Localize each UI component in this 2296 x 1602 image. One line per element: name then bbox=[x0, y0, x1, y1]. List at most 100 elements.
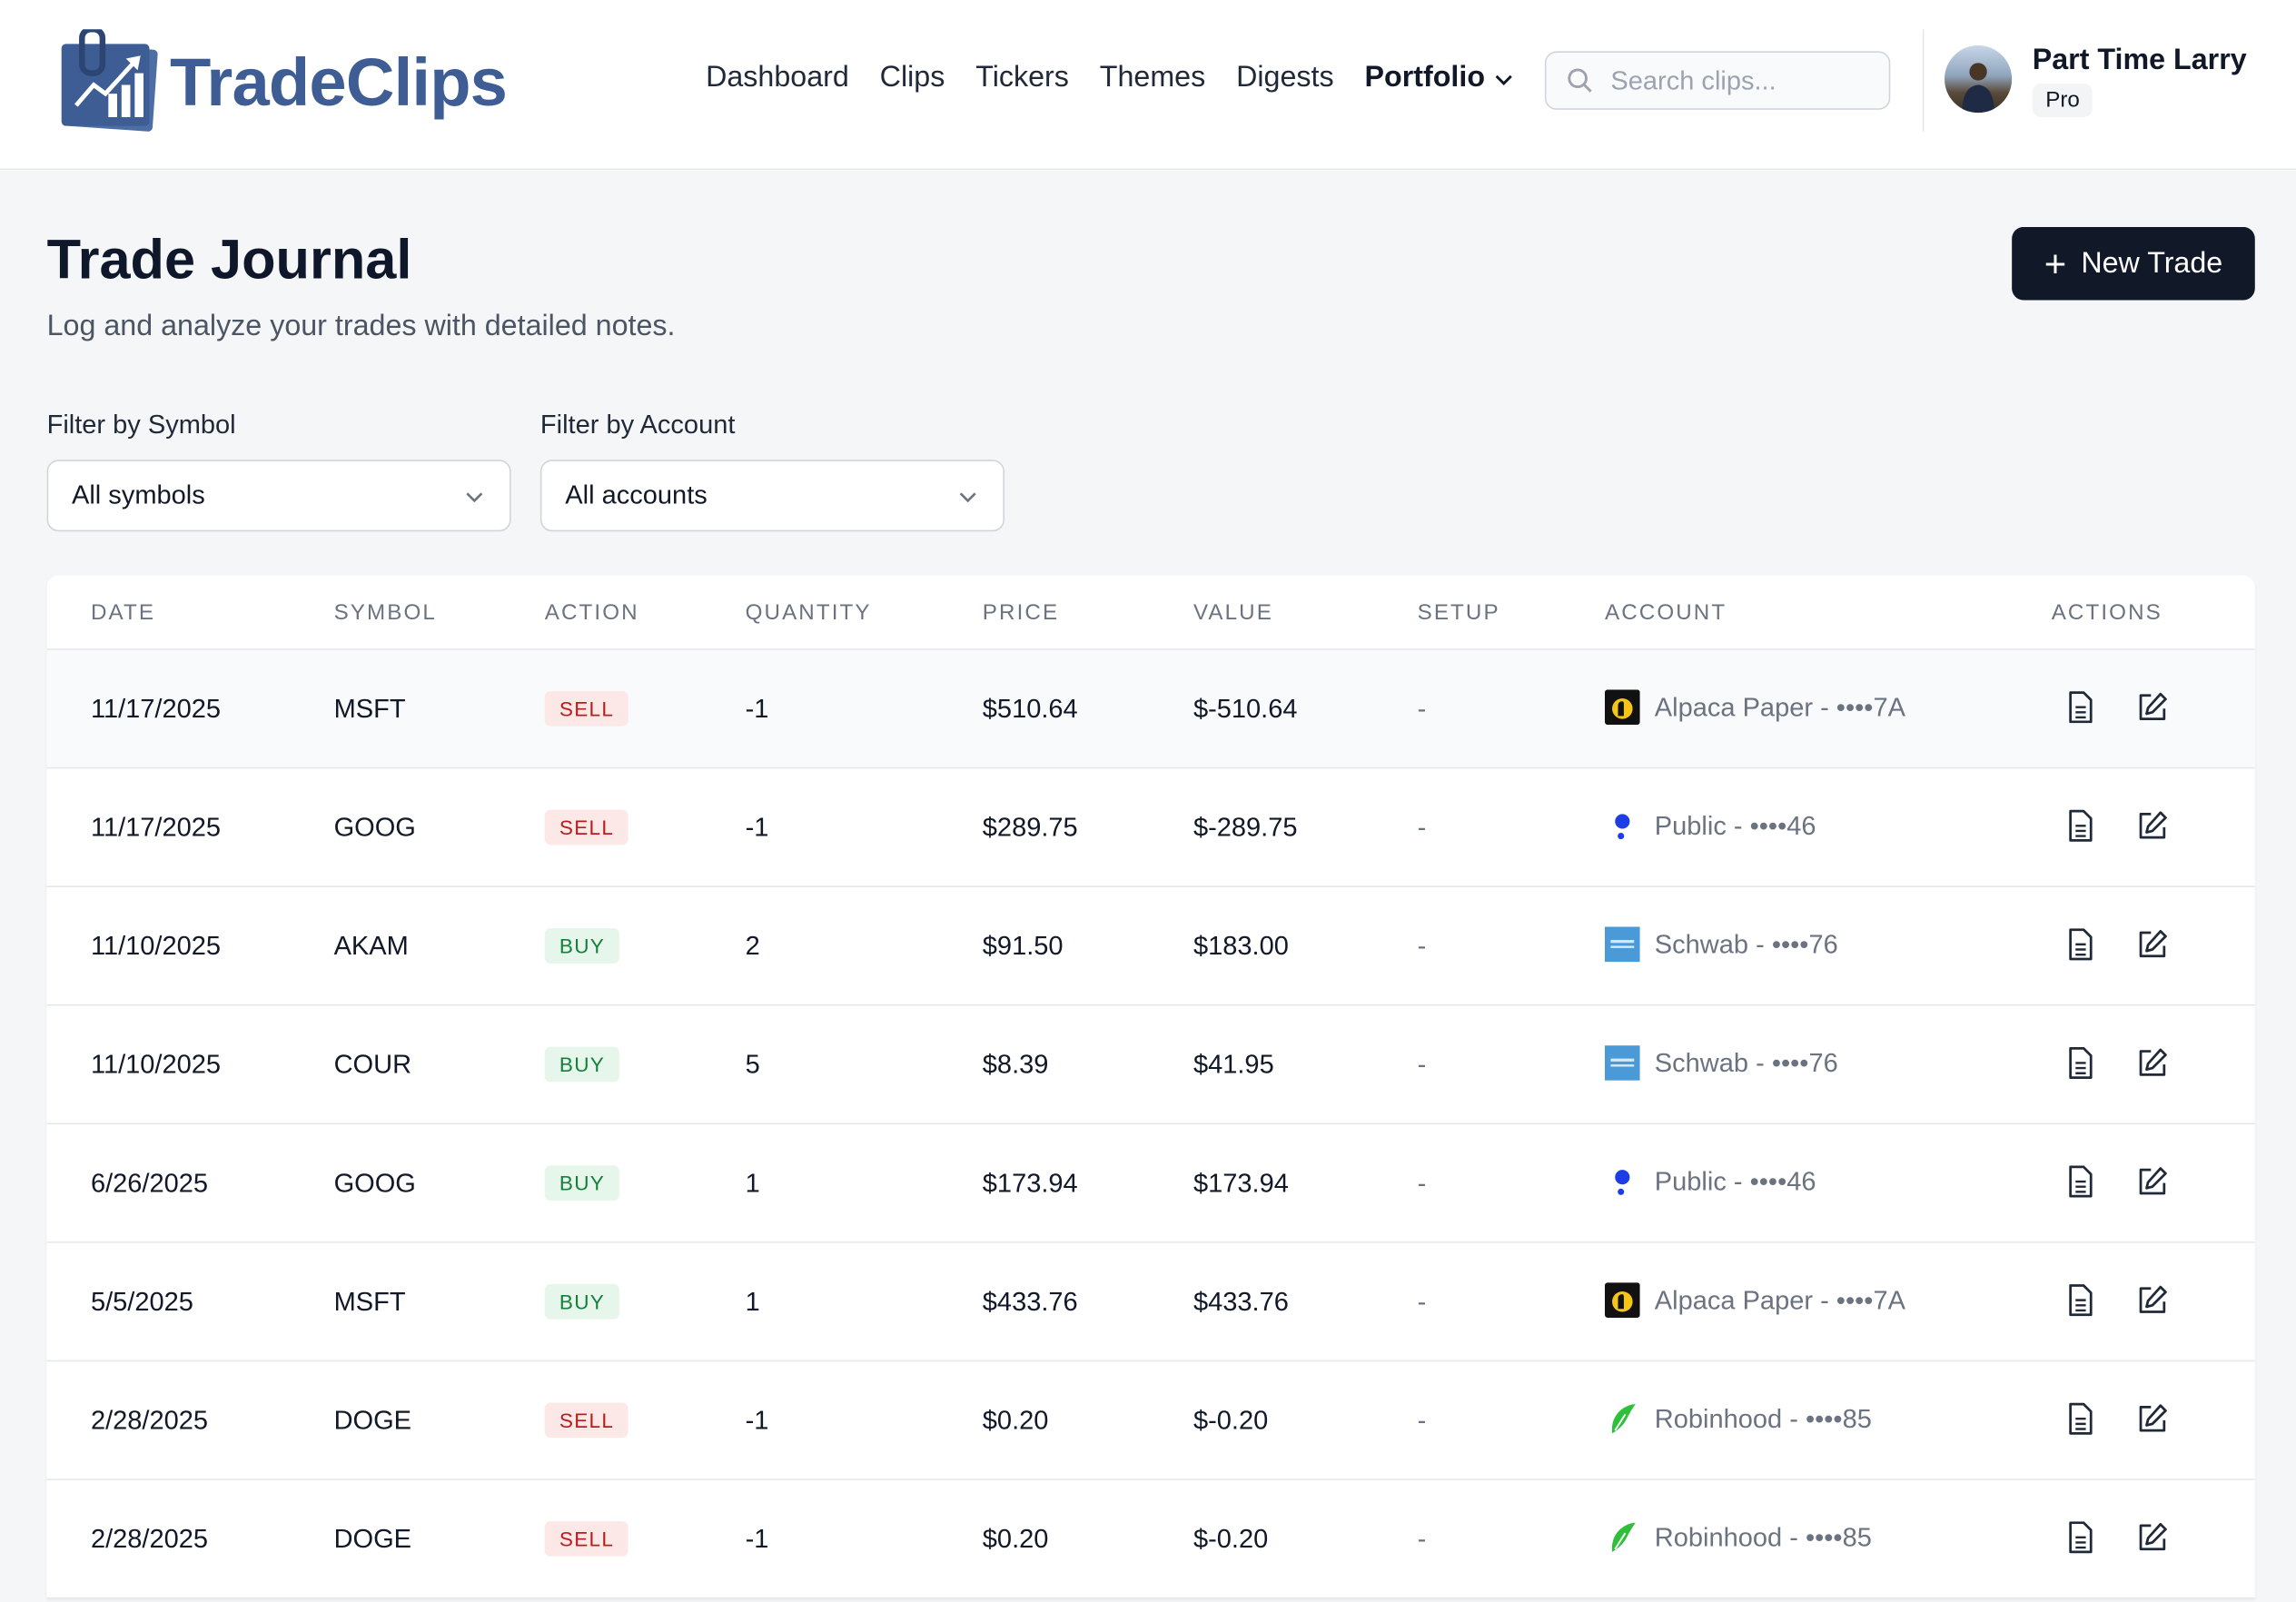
table-row[interactable]: 6/26/2025 GOOG BUY 1 $173.94 $173.94 - Public -… bbox=[46, 1124, 2255, 1243]
symbol-filter-label: Filter by Symbol bbox=[46, 410, 236, 440]
header-value[interactable]: VALUE bbox=[1193, 600, 1273, 626]
header-actions: ACTIONS bbox=[2051, 600, 2162, 626]
note-icon[interactable] bbox=[2066, 691, 2095, 731]
symbol-filter-value: All symbols bbox=[71, 480, 205, 510]
public-logo-icon bbox=[1605, 1164, 1640, 1200]
cell-account: Public - ••••46 bbox=[1605, 1164, 1816, 1200]
edit-icon[interactable] bbox=[2136, 1521, 2168, 1561]
cell-symbol: GOOG bbox=[333, 1168, 416, 1198]
account-label: Schwab - ••••76 bbox=[1654, 1047, 1838, 1077]
header-setup[interactable]: SETUP bbox=[1417, 600, 1500, 626]
edit-icon[interactable] bbox=[2136, 691, 2168, 731]
table-row[interactable]: 11/10/2025 AKAM BUY 2 $91.50 $183.00 - Schwab -… bbox=[46, 886, 2255, 1006]
note-icon[interactable] bbox=[2066, 928, 2095, 968]
cell-symbol: DOGE bbox=[333, 1405, 412, 1435]
edit-icon[interactable] bbox=[2136, 1047, 2168, 1087]
avatar[interactable] bbox=[1945, 44, 2013, 114]
header-date[interactable]: DATE bbox=[90, 600, 156, 626]
cell-setup: - bbox=[1417, 1168, 1427, 1198]
trades-table: DATE SYMBOL ACTION QUANTITY PRICE VALUE … bbox=[46, 575, 2255, 1599]
nav-portfolio[interactable]: Portfolio bbox=[1364, 62, 1514, 95]
cell-quantity: -1 bbox=[745, 812, 769, 843]
table-row[interactable]: 5/5/2025 MSFT BUY 1 $433.76 $433.76 - Alpaca Pa… bbox=[46, 1242, 2255, 1362]
cell-quantity: 1 bbox=[745, 1287, 760, 1317]
cell-account: Schwab - ••••76 bbox=[1604, 926, 1838, 963]
top-header: TradeClips Dashboard Clips Tickers Theme… bbox=[0, 0, 2296, 171]
chevron-down-icon bbox=[1495, 74, 1513, 85]
nav-portfolio-label: Portfolio bbox=[1364, 61, 1486, 94]
nav-themes[interactable]: Themes bbox=[1099, 61, 1206, 94]
action-badge: BUY bbox=[544, 1283, 620, 1320]
cell-quantity: 2 bbox=[745, 931, 760, 961]
plus-icon: + bbox=[2044, 242, 2067, 286]
note-icon[interactable] bbox=[2066, 1046, 2095, 1087]
cell-account: Schwab - ••••76 bbox=[1604, 1045, 1838, 1081]
table-row[interactable]: 11/10/2025 COUR BUY 5 $8.39 $41.95 - Schwab - •… bbox=[46, 1005, 2255, 1125]
cell-setup: - bbox=[1417, 812, 1427, 843]
symbol-filter-select[interactable]: All symbols bbox=[46, 460, 511, 532]
edit-icon[interactable] bbox=[2136, 1402, 2168, 1442]
cell-price: $433.76 bbox=[982, 1287, 1078, 1317]
action-badge: BUY bbox=[544, 928, 620, 964]
cell-date: 11/17/2025 bbox=[90, 812, 222, 843]
header-divider bbox=[1922, 29, 1925, 133]
cell-price: $8.39 bbox=[982, 1049, 1049, 1080]
main-nav: Dashboard Clips Tickers Themes Digests P… bbox=[706, 62, 1545, 95]
note-icon[interactable] bbox=[2066, 1284, 2095, 1324]
note-icon[interactable] bbox=[2066, 1402, 2095, 1442]
table-row[interactable]: 2/28/2025 DOGE SELL -1 $0.20 $-0.20 - Robinhood… bbox=[46, 1479, 2255, 1599]
edit-icon[interactable] bbox=[2136, 1284, 2168, 1324]
note-icon[interactable] bbox=[2066, 809, 2095, 850]
cell-account: Public - ••••46 bbox=[1605, 808, 1816, 844]
cell-value: $-0.20 bbox=[1193, 1524, 1269, 1554]
cell-price: $0.20 bbox=[982, 1524, 1049, 1554]
page-title: Trade Journal bbox=[46, 230, 412, 292]
cell-setup: - bbox=[1417, 1524, 1427, 1554]
note-icon[interactable] bbox=[2066, 1165, 2095, 1205]
cell-price: $510.64 bbox=[982, 694, 1078, 724]
table-row[interactable]: 11/17/2025 MSFT SELL -1 $510.64 $-510.64 - Alpa… bbox=[46, 649, 2255, 769]
cell-price: $173.94 bbox=[982, 1168, 1078, 1198]
cell-setup: - bbox=[1417, 694, 1427, 724]
action-badge: SELL bbox=[544, 1402, 629, 1439]
header-action[interactable]: ACTION bbox=[544, 600, 639, 626]
cell-price: $91.50 bbox=[982, 931, 1064, 961]
account-label: Robinhood - ••••85 bbox=[1654, 1521, 1872, 1552]
cell-setup: - bbox=[1417, 1287, 1427, 1317]
cell-value: $433.76 bbox=[1193, 1287, 1289, 1317]
search-icon bbox=[1568, 68, 1592, 93]
header-account[interactable]: ACCOUNT bbox=[1604, 600, 1727, 626]
header-quantity[interactable]: QUANTITY bbox=[745, 600, 872, 626]
cell-account: Alpaca Paper - ••••7A bbox=[1604, 689, 1905, 726]
account-filter-select[interactable]: All accounts bbox=[539, 460, 1004, 532]
account-label: Alpaca Paper - ••••7A bbox=[1654, 691, 1905, 722]
cell-value: $-510.64 bbox=[1193, 694, 1298, 724]
header-symbol[interactable]: SYMBOL bbox=[333, 600, 437, 626]
schwab-logo-icon bbox=[1604, 926, 1640, 963]
page-subtitle: Log and analyze your trades with detaile… bbox=[46, 310, 676, 343]
header-price[interactable]: PRICE bbox=[982, 600, 1060, 626]
note-icon[interactable] bbox=[2066, 1521, 2095, 1561]
user-name[interactable]: Part Time Larry bbox=[2032, 44, 2247, 76]
new-trade-button[interactable]: + New Trade bbox=[2012, 226, 2255, 301]
search-box[interactable] bbox=[1544, 51, 1891, 110]
schwab-logo-icon bbox=[1604, 1045, 1640, 1081]
chevron-down-icon bbox=[959, 491, 976, 502]
account-label: Public - ••••46 bbox=[1654, 1166, 1816, 1196]
cell-value: $41.95 bbox=[1193, 1049, 1274, 1080]
cell-quantity: -1 bbox=[745, 694, 769, 724]
cell-quantity: 5 bbox=[745, 1049, 760, 1080]
edit-icon[interactable] bbox=[2136, 1165, 2168, 1205]
nav-dashboard[interactable]: Dashboard bbox=[706, 61, 849, 94]
table-row[interactable]: 2/28/2025 DOGE SELL -1 $0.20 $-0.20 - Robinhood… bbox=[46, 1361, 2255, 1480]
nav-digests[interactable]: Digests bbox=[1236, 61, 1334, 94]
nav-clips[interactable]: Clips bbox=[879, 61, 945, 94]
app-logo[interactable]: TradeClips bbox=[58, 26, 508, 134]
search-input[interactable] bbox=[1608, 64, 1877, 98]
table-row[interactable]: 11/17/2025 GOOG SELL -1 $289.75 $-289.75 - Publ… bbox=[46, 768, 2255, 887]
edit-icon[interactable] bbox=[2136, 928, 2168, 968]
cell-value: $183.00 bbox=[1193, 931, 1289, 961]
cell-account: Robinhood - ••••85 bbox=[1605, 1519, 1872, 1555]
edit-icon[interactable] bbox=[2136, 810, 2168, 850]
nav-tickers[interactable]: Tickers bbox=[975, 61, 1069, 94]
